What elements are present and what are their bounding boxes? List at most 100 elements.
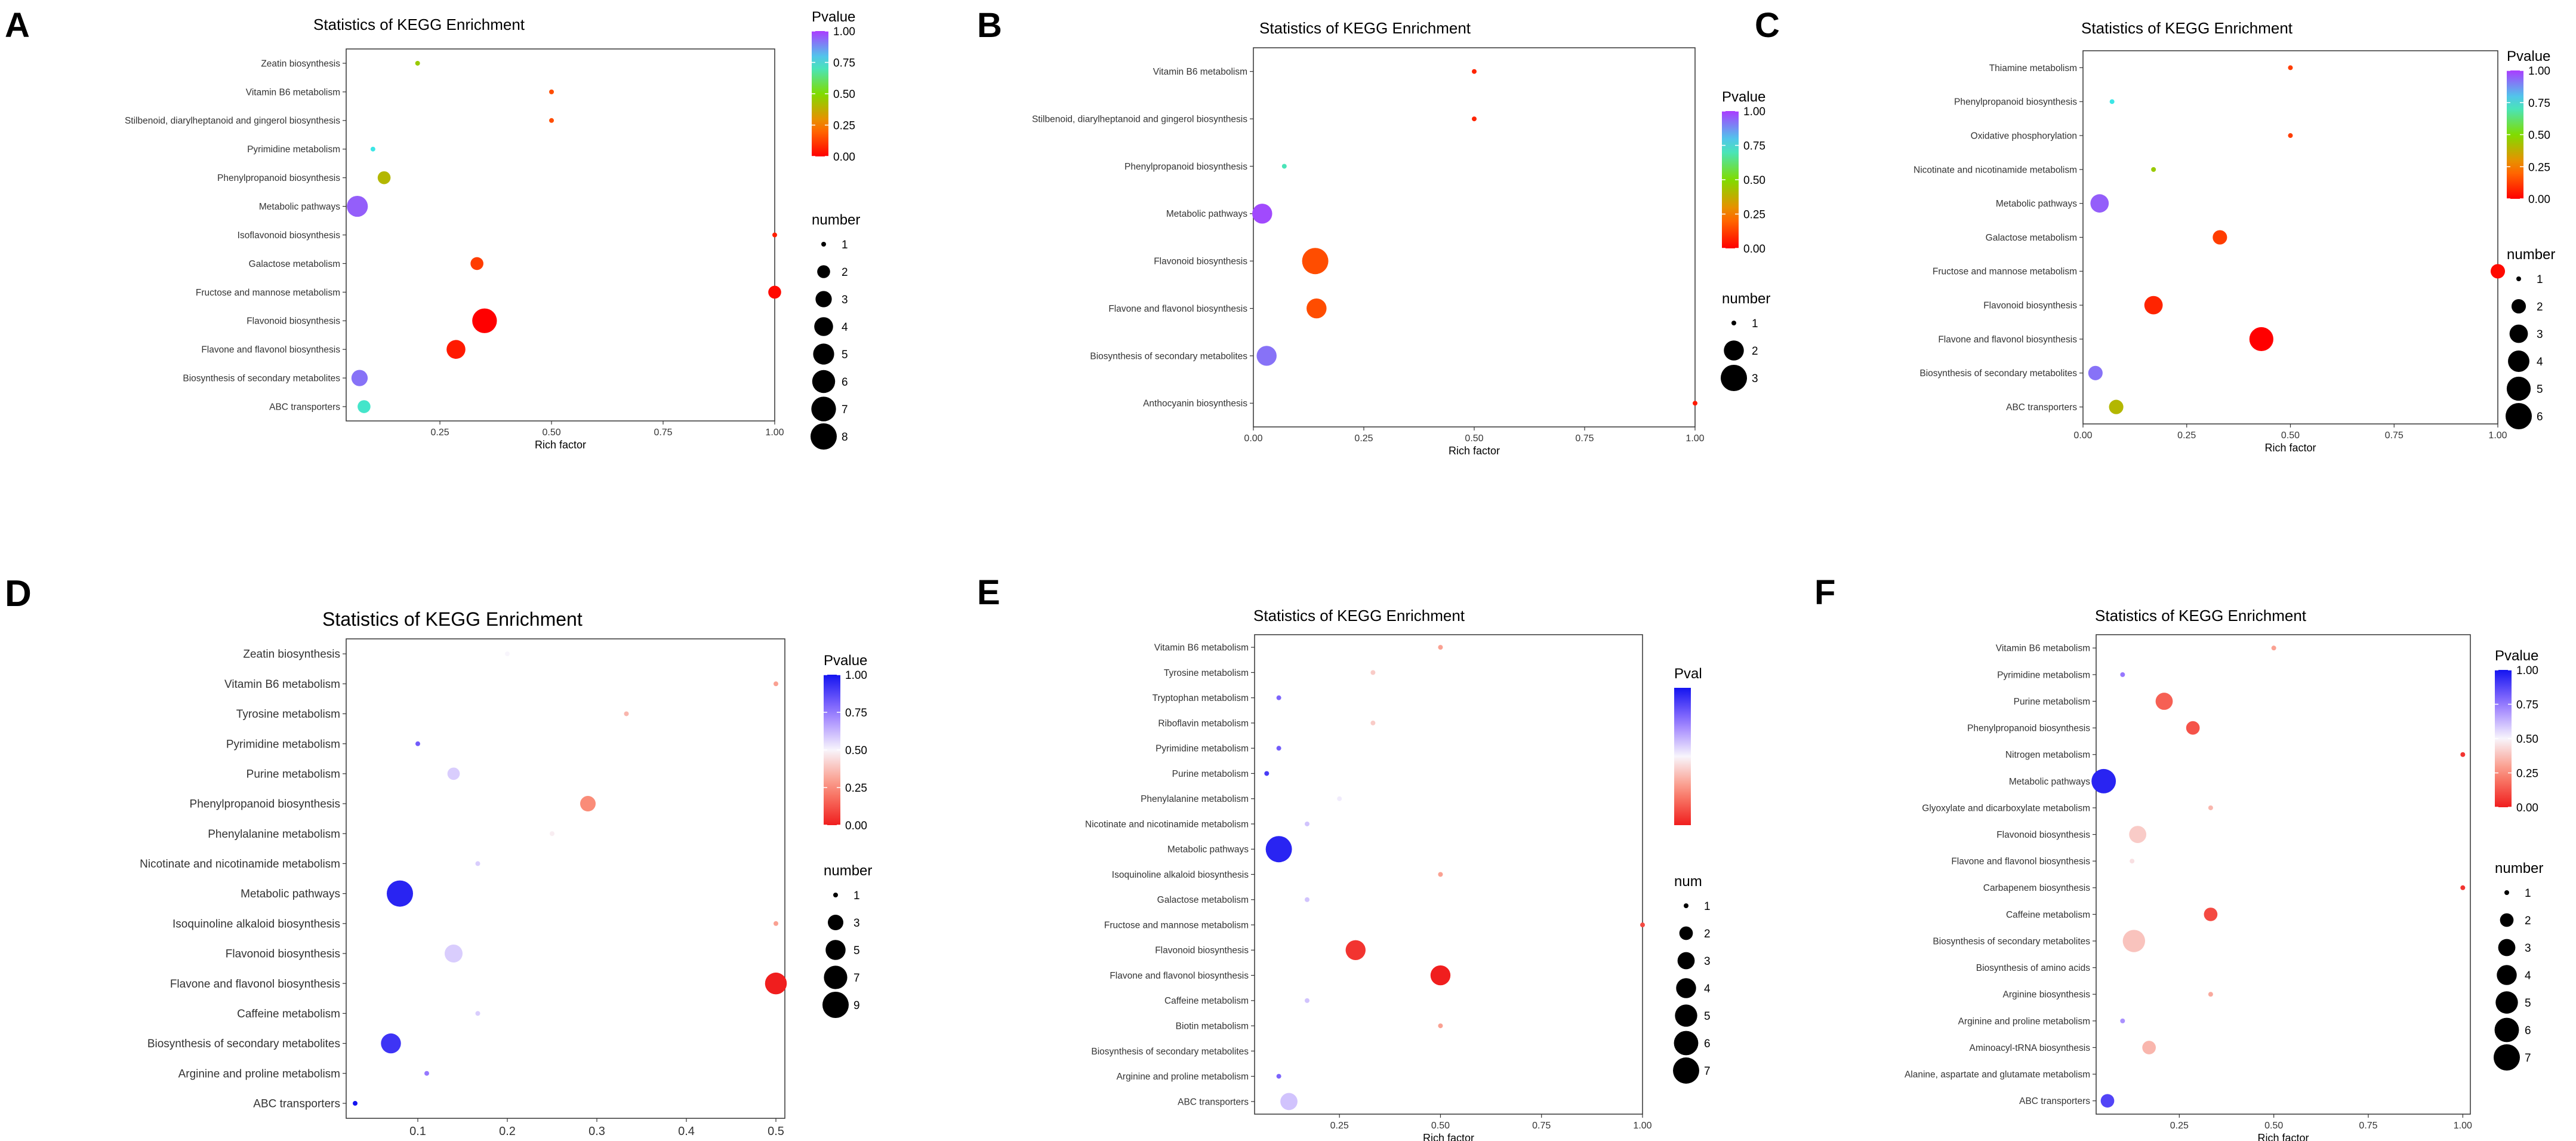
- size-legend-marker: [813, 343, 834, 365]
- x-tick-label: 0.50: [2264, 1121, 2283, 1131]
- data-point: [475, 1011, 480, 1016]
- y-tick-label: Isoquinoline alkaloid biosynthesis: [172, 918, 340, 930]
- y-tick-label: Flavone and flavonol biosynthesis: [1951, 857, 2090, 867]
- pvalue-legend-title: Pvalue: [2507, 48, 2550, 64]
- size-legend-marker: [2500, 913, 2514, 927]
- size-legend-marker: [825, 940, 846, 960]
- y-tick-label: Pyrimidine metabolism: [226, 738, 340, 751]
- y-tick-label: Biosynthesis of secondary metabolites: [1091, 1047, 1249, 1057]
- panel-f: F Statistics of KEGG Enrichment Vitamin B6…: [1814, 573, 2543, 1141]
- colorbar-tick-label: 0.75: [833, 57, 855, 70]
- number-legend-title: number: [812, 212, 860, 228]
- size-legend-marker: [811, 396, 836, 422]
- size-legend-marker: [2504, 890, 2509, 895]
- y-tick-label: Pyrimidine metabolism: [247, 144, 340, 155]
- y-tick-label: Zeatin biosynthesis: [243, 648, 340, 661]
- x-tick-label: 0.25: [430, 428, 449, 438]
- colorbar-tick-label: 0.25: [2528, 161, 2550, 174]
- number-legend-title: num: [1674, 874, 1702, 890]
- pvalue-legend-title: Pval: [1674, 666, 1702, 682]
- y-tick-label: Purine metabolism: [246, 768, 340, 780]
- size-legend-marker: [2494, 1044, 2520, 1071]
- y-tick-label: Caffeine metabolism: [237, 1008, 340, 1020]
- y-tick-label: Biosynthesis of amino acids: [1976, 963, 2091, 973]
- size-legend-marker: [2509, 324, 2528, 343]
- x-tick-label: 0.50: [1465, 433, 1483, 444]
- number-legend-title: number: [2507, 247, 2555, 263]
- data-point: [2130, 859, 2135, 864]
- size-legend-label: 3: [1704, 955, 1711, 968]
- colorbar-tick-label: 1.00: [2528, 65, 2550, 78]
- size-legend-label: 5: [842, 349, 848, 361]
- y-tick-label: Phenylpropanoid biosynthesis: [217, 173, 340, 183]
- data-point: [580, 796, 596, 812]
- size-legend-label: 3: [1752, 373, 1758, 385]
- size-legend-label: 7: [2525, 1052, 2531, 1065]
- data-point: [2155, 693, 2173, 710]
- data-point: [2090, 194, 2109, 213]
- data-point: [1276, 695, 1281, 700]
- colorbar-tick-label: 0.75: [845, 707, 867, 719]
- pvalue-legend-title: Pvalue: [1722, 89, 1765, 105]
- colorbar-tick-label: 0.00: [833, 151, 855, 164]
- y-tick-label: Vitamin B6 metabolism: [1154, 643, 1249, 653]
- y-tick-label: Flavone and flavonol biosynthesis: [1108, 304, 1247, 314]
- colorbar-tick-label: 0.50: [833, 88, 855, 101]
- y-tick-label: Purine metabolism: [1172, 769, 1249, 779]
- size-legend-label: 7: [853, 972, 860, 985]
- x-axis-title: Rich factor: [1449, 445, 1500, 457]
- size-legend-marker: [2497, 965, 2517, 985]
- y-tick-label: Aminoacyl-tRNA biosynthesis: [1970, 1043, 2091, 1053]
- chart-title: Statistics of KEGG Enrichment: [1259, 19, 1471, 37]
- y-tick-label: Arginine and proline metabolism: [1117, 1072, 1249, 1082]
- size-legend-label: 5: [853, 945, 860, 957]
- plot-area: [346, 638, 785, 1119]
- colorbar-tick-label: 0.50: [845, 745, 867, 757]
- x-tick-label: 0.25: [2177, 430, 2196, 441]
- panel-e: E Statistics of KEGG Enrichment Vitamin B6…: [977, 573, 1711, 1141]
- colorbar-tick-label: 0.75: [2528, 97, 2550, 110]
- colorbar-tick-label: 1.00: [845, 669, 867, 682]
- y-tick-label: Isoquinoline alkaloid biosynthesis: [1112, 870, 1249, 880]
- size-legend-label: 6: [1704, 1038, 1711, 1050]
- data-point: [1345, 940, 1366, 961]
- size-legend-marker: [1721, 365, 1747, 391]
- colorbar-tick-label: 0.75: [2516, 699, 2538, 712]
- pvalue-legend-title: Pvalue: [2495, 648, 2538, 664]
- x-tick-label: 0.75: [2359, 1121, 2377, 1131]
- y-tick-label: Vitamin B6 metabolism: [246, 87, 340, 97]
- chart-title: Statistics of KEGG Enrichment: [2081, 19, 2293, 37]
- y-tick-label: Vitamin B6 metabolism: [224, 678, 340, 691]
- data-point: [1276, 746, 1281, 751]
- size-legend-marker: [814, 317, 833, 336]
- y-tick-label: Stilbenoid, diarylheptanoid and gingerol…: [1032, 114, 1247, 124]
- x-tick-label: 0.3: [588, 1125, 605, 1138]
- y-tick-label: Tyrosine metabolism: [1164, 668, 1249, 678]
- data-point: [1264, 771, 1269, 776]
- x-tick-label: 0.00: [1244, 433, 1262, 444]
- data-point: [2288, 65, 2293, 70]
- x-tick-label: 0.50: [2281, 430, 2300, 441]
- pvalue-legend-title: Pvalue: [812, 9, 855, 25]
- data-point: [446, 340, 466, 359]
- x-tick-label: 0.50: [542, 428, 560, 438]
- data-point: [1305, 998, 1310, 1003]
- data-point: [475, 861, 480, 866]
- size-legend-marker: [812, 370, 836, 393]
- data-point: [2208, 805, 2213, 810]
- x-tick-label: 0.2: [499, 1125, 516, 1138]
- size-legend-label: 5: [2537, 383, 2543, 396]
- data-point: [624, 711, 629, 716]
- y-tick-label: Metabolic pathways: [2009, 777, 2090, 787]
- size-legend-label: 3: [2525, 942, 2531, 955]
- plot-area: [346, 48, 775, 422]
- size-legend-marker: [1673, 1057, 1699, 1084]
- pvalue-colorbar: [1674, 688, 1691, 825]
- size-legend-marker: [828, 915, 843, 930]
- data-point: [774, 921, 778, 926]
- number-legend-title: number: [824, 863, 872, 879]
- size-legend-marker: [2498, 939, 2516, 957]
- size-legend-marker: [824, 965, 848, 989]
- y-tick-label: Fructose and mannose metabolism: [1933, 267, 2077, 277]
